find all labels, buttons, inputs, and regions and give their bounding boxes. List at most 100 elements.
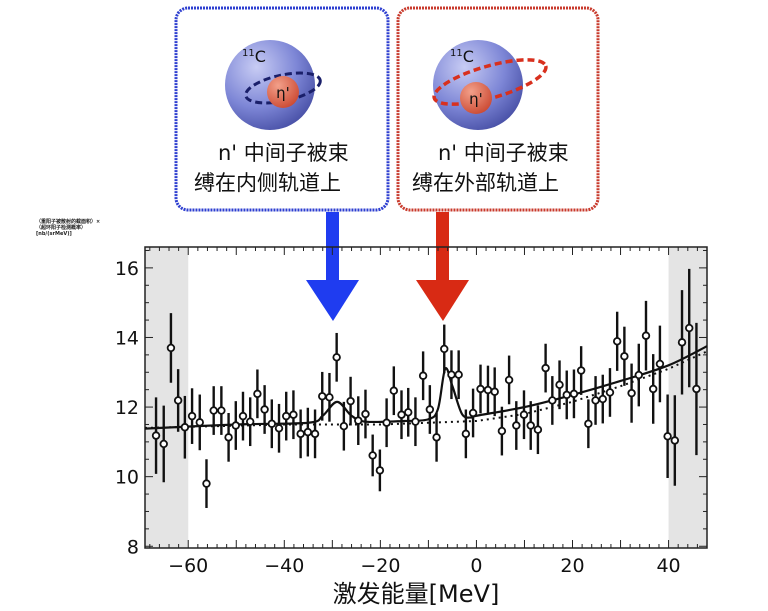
nucleus-label: 11C	[450, 47, 474, 66]
data-point	[224, 433, 233, 442]
data-point	[483, 385, 493, 395]
data-point	[649, 384, 658, 394]
data-point	[584, 419, 593, 428]
data-point	[432, 433, 441, 442]
data-point	[238, 411, 248, 421]
nucleus-label: 11C	[242, 47, 266, 66]
eta-prime-meson	[267, 76, 299, 108]
outer-orbit-panel: 11C η' n' 中间子被束 缚在外部轨道上	[396, 6, 600, 212]
y-tick-label: 12	[115, 397, 139, 419]
data-point	[318, 392, 327, 401]
data-point	[274, 424, 284, 433]
data-point	[389, 386, 399, 395]
data-point	[231, 421, 240, 430]
data-point	[440, 344, 449, 354]
data-point	[382, 418, 391, 427]
x-axis-label: 激发能量[MeV]	[333, 580, 500, 608]
red-arrow	[416, 212, 469, 321]
data-point	[490, 387, 499, 396]
data-point	[555, 380, 564, 389]
data-point	[634, 370, 643, 380]
x-tick-label: −40	[264, 555, 304, 577]
data-point	[282, 411, 291, 421]
inner-orbit	[244, 71, 322, 105]
y-tick-label: 10	[115, 467, 139, 489]
data-point	[202, 479, 211, 488]
outer-orbit	[432, 58, 548, 106]
data-point	[569, 389, 579, 399]
data-point	[166, 343, 176, 353]
data-point	[325, 393, 334, 402]
data-point	[310, 429, 320, 439]
data-point	[468, 408, 478, 418]
y-tick-label: 16	[115, 258, 139, 280]
y-tick-label: 14	[115, 327, 139, 349]
data-point	[562, 390, 571, 400]
data-point	[620, 352, 629, 361]
data-point	[461, 429, 471, 439]
data-point	[512, 421, 521, 430]
data-point	[670, 436, 680, 445]
plot-frame	[144, 246, 708, 549]
data-point	[375, 466, 385, 475]
data-point	[368, 451, 377, 460]
panel-caption-line1: n' 中间子被束	[218, 141, 349, 165]
data-point	[404, 408, 413, 417]
data-point	[245, 417, 255, 426]
data-point	[354, 416, 363, 425]
data-point	[411, 417, 420, 426]
excluded-region	[145, 247, 189, 548]
data-point	[533, 425, 543, 434]
data-point	[173, 396, 183, 405]
data-point	[346, 396, 355, 406]
data-point	[476, 384, 485, 394]
x-tick-label: −60	[168, 555, 208, 577]
data-point	[605, 388, 615, 397]
panel-caption-line1: n' 中间子被束	[438, 141, 569, 165]
eta-prime-meson	[460, 82, 492, 114]
y-tick-label: 8	[127, 536, 139, 558]
data-point	[209, 406, 218, 415]
data-point	[541, 363, 550, 373]
panel-caption-line2: 缚在外部轨道上	[412, 171, 559, 195]
data-point	[187, 411, 197, 421]
data-point	[641, 331, 651, 340]
data-point	[526, 421, 535, 430]
data-point	[519, 410, 529, 419]
plot-area: −60 −40 −20 0 20 40 8 10 12 14 16	[115, 246, 708, 577]
data-point	[685, 323, 694, 333]
data-point	[296, 429, 305, 439]
data-point	[180, 423, 190, 432]
data-point	[425, 405, 435, 414]
data-point	[591, 396, 600, 405]
x-tick-label: −20	[360, 555, 400, 577]
data-point	[663, 432, 672, 441]
data-point	[692, 384, 701, 394]
data-point	[159, 439, 168, 449]
panel-caption-line2: 缚在内侧轨道上	[194, 171, 341, 195]
data-point	[151, 431, 161, 440]
panel-border	[396, 6, 600, 212]
data-point	[454, 370, 463, 379]
panel-border	[174, 6, 390, 212]
data-point	[576, 366, 586, 375]
data-point	[598, 394, 607, 404]
data-point	[332, 353, 341, 362]
data-point	[267, 419, 277, 428]
x-tick-label: 0	[470, 555, 482, 577]
data-point	[195, 418, 204, 427]
data-point	[418, 371, 428, 380]
x-tick-label: 20	[560, 555, 584, 577]
data-point	[303, 427, 313, 437]
data-point	[504, 375, 514, 385]
data-point	[339, 422, 349, 431]
data-point	[497, 426, 507, 436]
data-point	[655, 359, 665, 369]
data-point	[397, 410, 406, 419]
data-point	[289, 410, 298, 419]
meson-label: η'	[276, 84, 290, 102]
inner-orbit-panel: 11C η' n' 中间子被束 缚在内侧轨道上	[174, 6, 390, 212]
data-point	[260, 405, 269, 414]
data-point	[677, 338, 687, 347]
data-point	[612, 337, 622, 346]
